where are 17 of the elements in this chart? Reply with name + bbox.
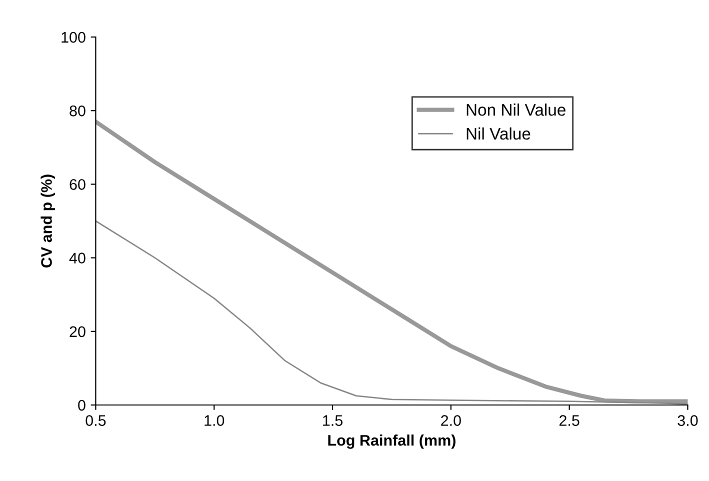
legend-label: Non Nil Value [466,104,566,116]
x-tick-label: 2.0 [441,415,461,426]
y-tick-label: 0 [78,400,86,411]
legend-label: Nil Value [466,127,530,140]
y-tick-label: 100 [62,32,86,43]
x-tick-label: 1.5 [323,415,342,426]
y-tick-label: 20 [70,326,86,338]
y-tick-label: 40 [69,252,86,264]
x-tick-label: 2.5 [559,415,580,426]
x-tick-label: 1.0 [204,415,224,426]
x-axis-title: Log Rainfall (mm) [328,434,456,449]
y-axis-title: CV and p (%) [40,174,55,268]
y-tick-label: 80 [70,106,86,116]
line-series [96,120,688,404]
y-tick-label: 60 [70,179,86,190]
x-tick-label: 0.5 [86,415,106,426]
x-tick-label: 3.0 [678,415,698,426]
